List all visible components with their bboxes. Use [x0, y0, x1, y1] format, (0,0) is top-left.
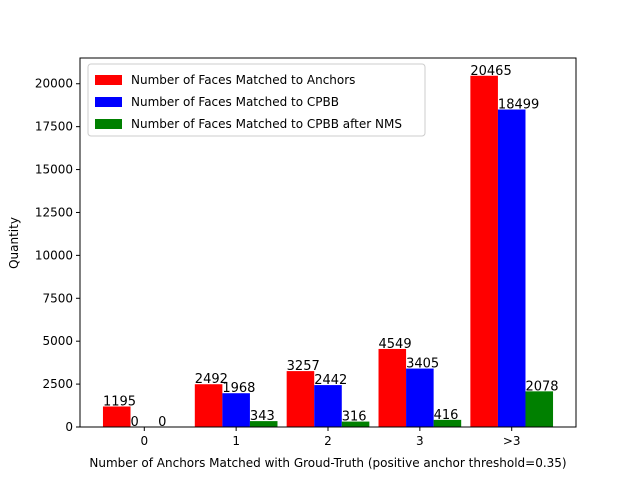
data-label-s0-c1: 2492 — [195, 372, 228, 387]
x-tick-label-0: 0 — [140, 434, 148, 448]
data-label-s1-c4: 18499 — [498, 98, 539, 113]
y-tick-label-5000: 5000 — [42, 334, 73, 348]
legend-swatch-2 — [95, 119, 122, 129]
bar-s0-c4 — [470, 75, 498, 427]
y-axis-title: Quantity — [7, 217, 21, 269]
bar-s2-c2 — [341, 421, 370, 427]
data-label-s1-c3: 3405 — [406, 357, 439, 372]
bar-s0-c3 — [378, 348, 407, 427]
legend-label-2: Number of Faces Matched to CPBB after NM… — [131, 117, 402, 131]
bar-s1-c2 — [314, 385, 342, 427]
x-tick-label-2: 2 — [324, 434, 332, 448]
bar-s2-c3 — [433, 419, 462, 427]
data-label-s2-c0: 0 — [158, 415, 166, 430]
x-tick-label-1: 1 — [232, 434, 240, 448]
data-label-s2-c2: 316 — [342, 410, 367, 425]
y-tick-label-2500: 2500 — [42, 377, 73, 391]
data-label-s0-c4: 20465 — [470, 64, 511, 79]
legend-swatch-0 — [95, 75, 122, 85]
y-tick-label-17500: 17500 — [35, 120, 73, 134]
data-label-s0-c3: 4549 — [379, 337, 412, 352]
x-axis-title: Number of Anchors Matched with Groud-Tru… — [89, 456, 566, 470]
data-label-s2-c1: 343 — [250, 409, 275, 424]
legend: Number of Faces Matched to Anchors Number… — [87, 63, 426, 137]
y-tick-label-10000: 10000 — [35, 248, 73, 262]
data-label-s0-c0: 1195 — [103, 394, 136, 409]
bar-s0-c0 — [102, 406, 131, 427]
bar-s1-c4 — [497, 109, 526, 427]
legend-box — [87, 63, 426, 137]
data-label-s1-c1: 1968 — [222, 381, 255, 396]
data-label-s1-c2: 2442 — [314, 373, 347, 388]
data-label-s1-c0: 0 — [131, 415, 139, 430]
bar-s1-c1 — [222, 393, 250, 427]
y-tick-label-7500: 7500 — [42, 291, 73, 305]
bar-s2-c1 — [249, 421, 278, 427]
legend-label-1: Number of Faces Matched to CPBB — [131, 95, 339, 109]
bars-layer — [102, 75, 554, 427]
data-label-s2-c3: 416 — [434, 408, 459, 423]
y-tick-label-12500: 12500 — [35, 205, 73, 219]
data-label-s0-c2: 3257 — [287, 359, 320, 374]
x-tick-label-4: >3 — [503, 434, 521, 448]
y-tick-label-20000: 20000 — [35, 77, 73, 91]
legend-swatch-1 — [95, 97, 122, 107]
bar-s1-c3 — [406, 368, 434, 427]
bar-s0-c1 — [194, 384, 223, 427]
y-tick-label-15000: 15000 — [35, 163, 73, 177]
bar-s2-c4 — [525, 391, 554, 427]
x-tick-label-3: 3 — [416, 434, 424, 448]
data-labels-layer: 1195 2492 3257 4549 20465 0 1968 2442 3405 18499 0… — [103, 64, 559, 430]
legend-label-0: Number of Faces Matched to Anchors — [131, 73, 355, 87]
data-label-s2-c4: 2078 — [525, 379, 558, 394]
y-tick-label-0: 0 — [65, 420, 73, 434]
bar-s0-c2 — [286, 371, 315, 427]
